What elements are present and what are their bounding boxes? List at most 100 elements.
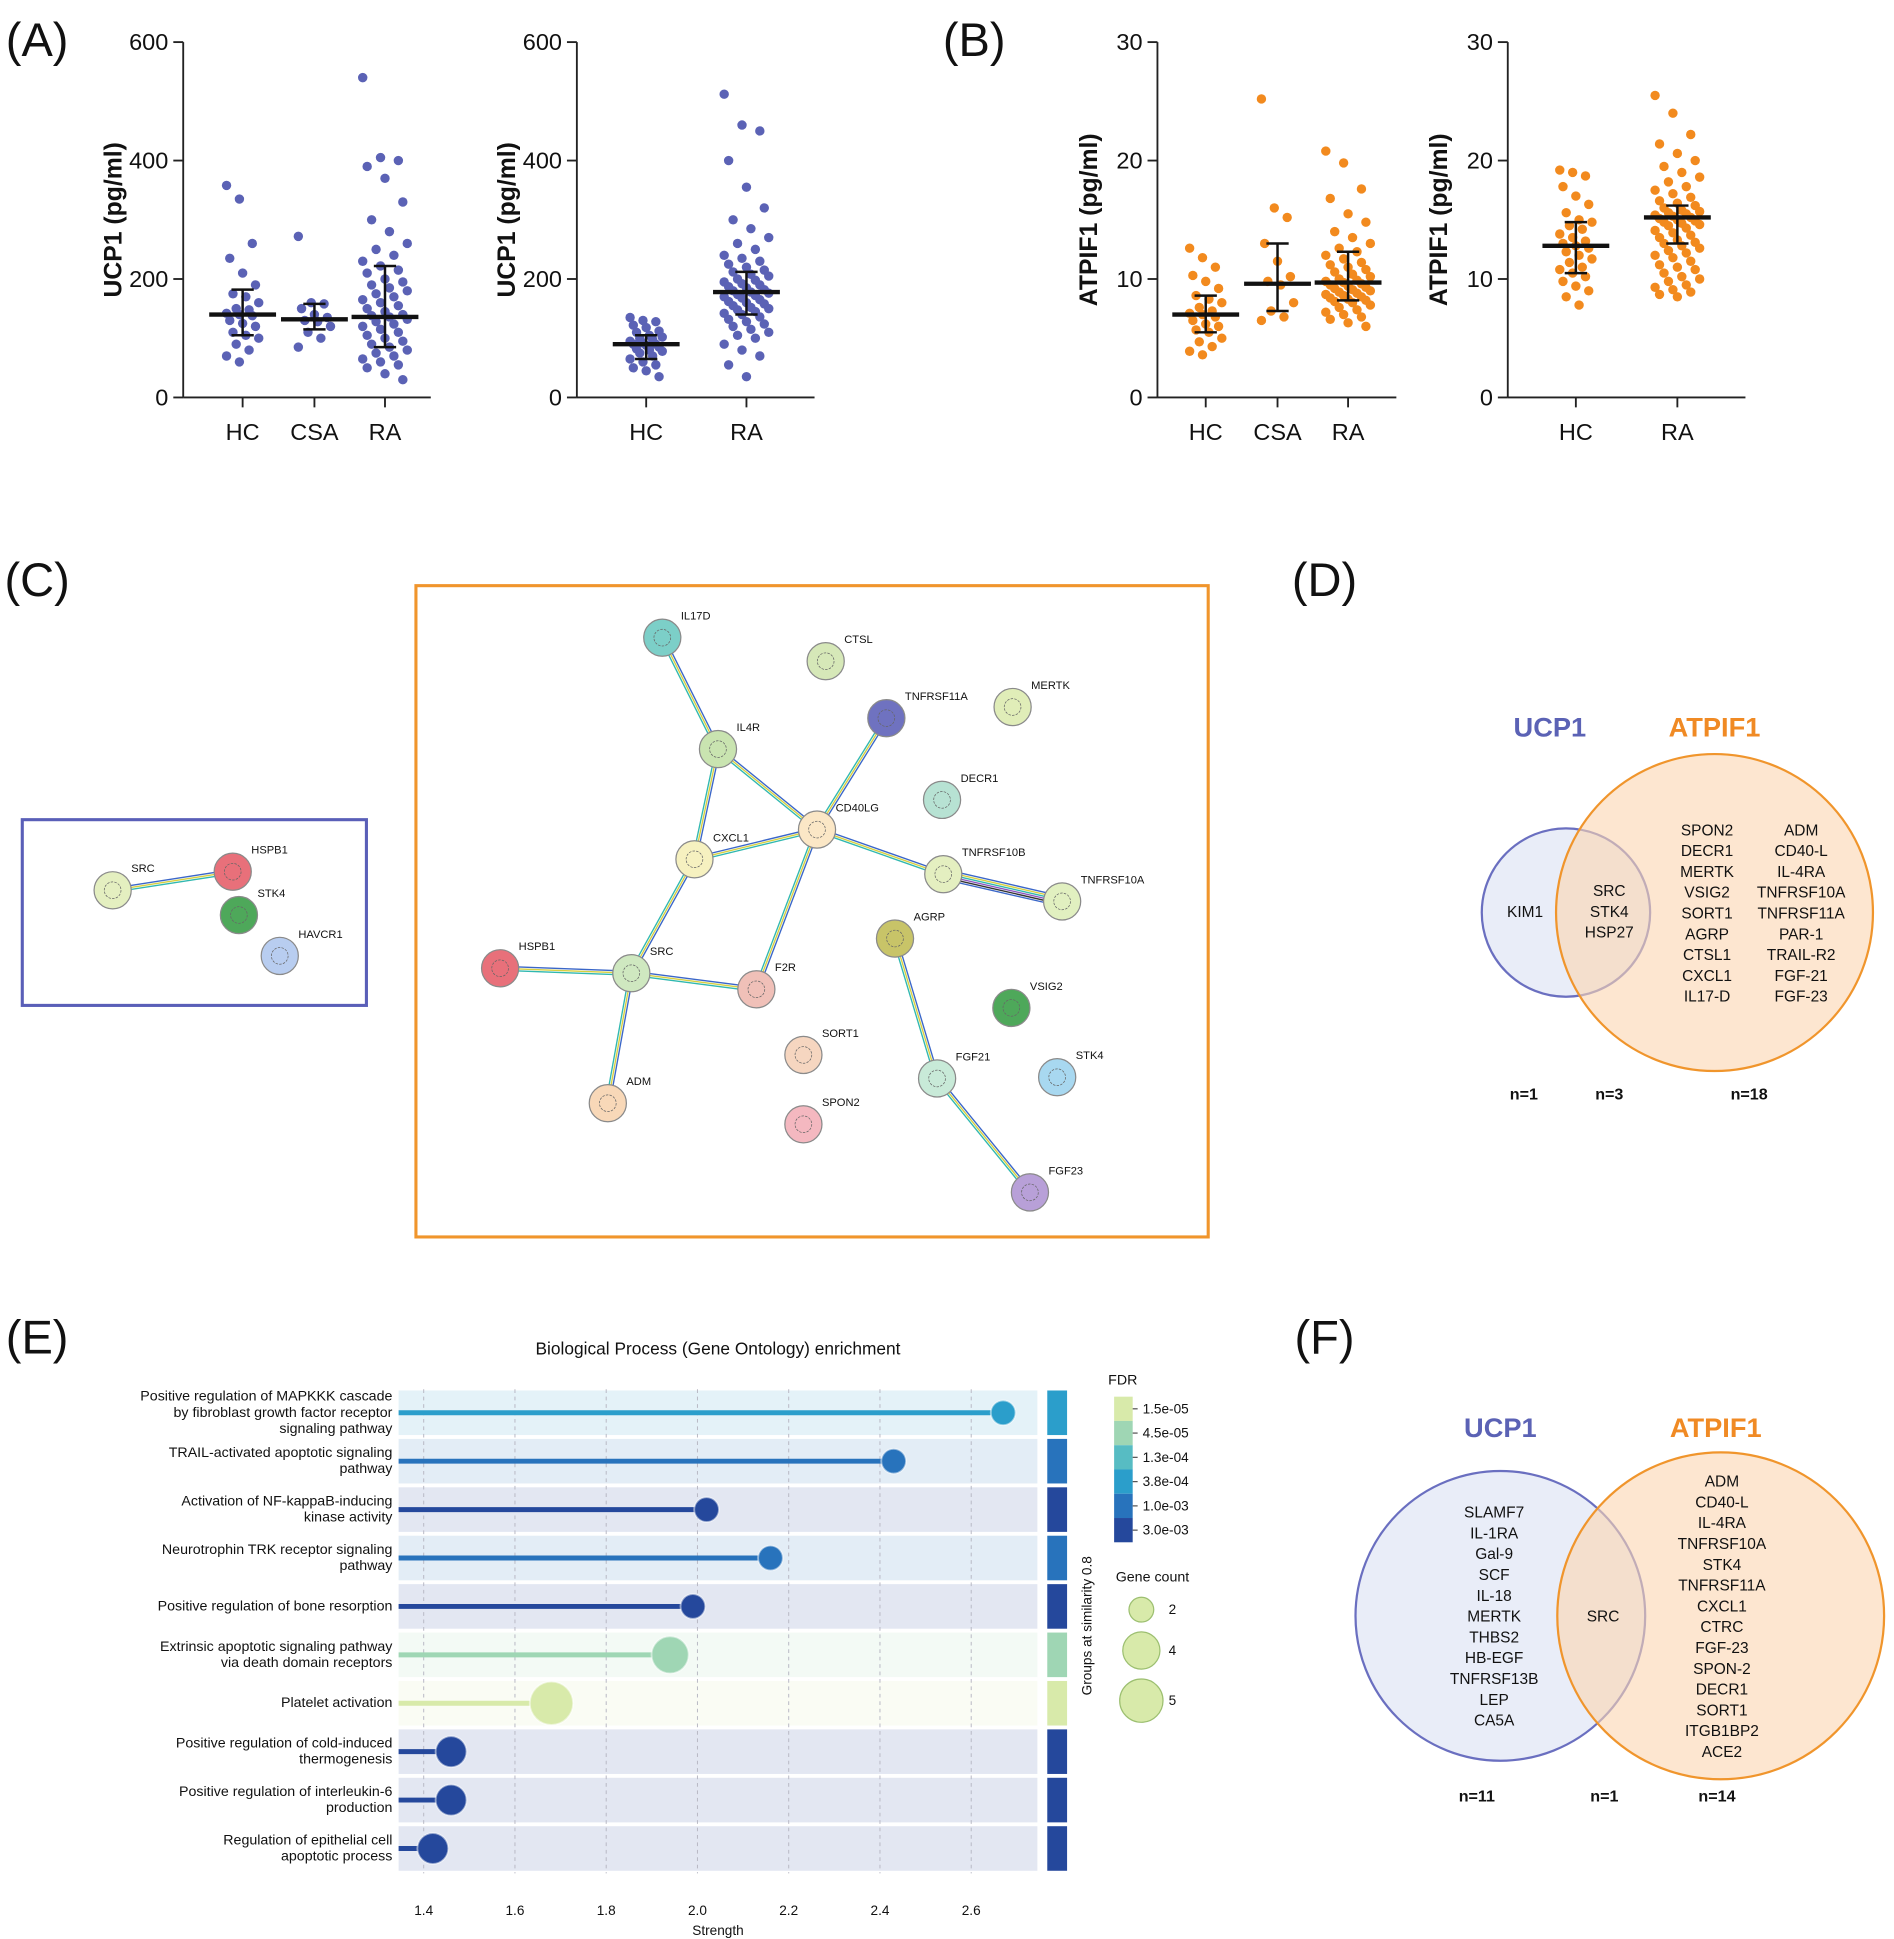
data-point [732, 330, 743, 340]
venn-item: PAR-1 [1779, 926, 1823, 943]
network-node-core [599, 1094, 617, 1112]
data-point [1681, 280, 1691, 290]
network-edge [112, 869, 233, 889]
data-point [728, 215, 738, 225]
data-point [1681, 223, 1691, 233]
data-point [1574, 300, 1584, 310]
data-point [741, 372, 752, 382]
network-node [698, 729, 738, 769]
data-point [1694, 172, 1705, 182]
venn-item: IL17-D [1684, 989, 1730, 1006]
data-point [1686, 256, 1696, 266]
data-point [1558, 276, 1568, 287]
data-point [389, 250, 399, 261]
data-point [651, 316, 661, 327]
data-point [402, 286, 412, 296]
data-point [1361, 264, 1371, 275]
data-point [719, 339, 729, 349]
panel-label: (B) [943, 13, 1006, 66]
venn-item: ITGB1BP2 [1685, 1723, 1759, 1740]
data-point [746, 324, 756, 335]
legend-swatch [1114, 1396, 1133, 1421]
side-label: Groups at similarity 0.8 [1079, 1556, 1094, 1695]
network-edge [631, 970, 757, 989]
data-point [1686, 192, 1696, 202]
network-edge [607, 973, 633, 1104]
group-bar [1047, 1729, 1068, 1774]
venn-item: CD40-L [1695, 1494, 1749, 1511]
data-point [1347, 232, 1358, 243]
node-label: CTSL [844, 634, 872, 646]
venn-item: CXCL1 [1697, 1598, 1747, 1615]
row-band [398, 1826, 1038, 1871]
data-point [759, 203, 769, 213]
data-point [1584, 286, 1594, 296]
data-point [1184, 346, 1195, 356]
node-label: FGF23 [1049, 1165, 1084, 1177]
data-point [225, 253, 235, 263]
group-bar [1047, 1584, 1068, 1629]
data-point [1663, 177, 1674, 187]
data-point [654, 372, 664, 382]
data-point [1210, 262, 1221, 272]
data-point [1197, 252, 1208, 263]
node-label: IL17D [681, 611, 711, 623]
data-point [1269, 203, 1280, 213]
venn-item: AGRP [1685, 926, 1729, 943]
data-point [1681, 248, 1691, 258]
legend-size [1128, 1596, 1155, 1623]
data-point [1571, 281, 1581, 291]
y-tick-label: 0 [1480, 384, 1493, 410]
data-point [1361, 321, 1371, 332]
network-node-core [271, 947, 289, 965]
data-point [1361, 217, 1371, 227]
network-node-core [1048, 1068, 1066, 1086]
data-point [371, 316, 381, 327]
panel-label: (A) [6, 13, 69, 66]
y-tick-label: 0 [155, 384, 168, 410]
venn-item: CTRC [1700, 1619, 1743, 1636]
network-edge [942, 874, 1063, 904]
data-point [237, 268, 248, 278]
network-edge [632, 859, 697, 975]
data-point [1321, 146, 1331, 156]
data-point [358, 295, 368, 305]
dot [679, 1593, 707, 1620]
data-point [1577, 224, 1587, 234]
dot [757, 1544, 784, 1572]
category-label: thermogenesis [299, 1752, 392, 1768]
network-edge [943, 870, 1063, 900]
network-node [480, 949, 520, 988]
data-point [764, 327, 774, 338]
venn-item: DECR1 [1696, 1682, 1748, 1699]
data-point [1659, 238, 1669, 249]
data-point [628, 363, 639, 373]
network-edge [936, 1078, 1031, 1193]
data-point [221, 351, 232, 361]
legend-label: 5 [1169, 1693, 1177, 1708]
data-point [1561, 207, 1571, 218]
category-label: Platelet activation [281, 1695, 392, 1711]
data-point [1356, 257, 1367, 268]
data-point [1330, 226, 1340, 237]
network-node-core [1021, 1183, 1039, 1202]
data-point [1663, 245, 1674, 256]
venn-item: SLAMF7 [1464, 1505, 1524, 1522]
venn-item: THBS2 [1469, 1629, 1519, 1646]
network-node-core [709, 740, 727, 758]
data-point [741, 182, 752, 192]
legend-swatch [1114, 1445, 1133, 1470]
data-point [641, 322, 651, 333]
data-point [1288, 297, 1299, 308]
data-point [1668, 284, 1678, 295]
data-point [1184, 243, 1195, 253]
network-node-core [747, 980, 766, 999]
dot [693, 1496, 720, 1523]
data-point [1279, 312, 1289, 322]
data-point [728, 267, 738, 277]
data-point [1686, 129, 1696, 140]
data-point [737, 120, 747, 130]
data-point [225, 315, 235, 326]
legend-label: 1.0e-03 [1143, 1498, 1189, 1513]
network-node-core [223, 862, 242, 881]
